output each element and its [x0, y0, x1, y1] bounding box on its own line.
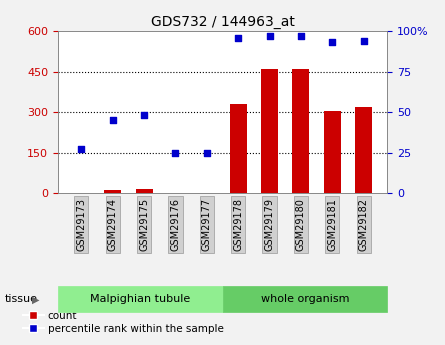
- Text: whole organism: whole organism: [261, 294, 349, 304]
- Bar: [292, 69, 309, 193]
- Point: [78, 147, 85, 152]
- Bar: [324, 111, 341, 193]
- Bar: [104, 190, 121, 193]
- Point: [203, 150, 210, 155]
- Point: [109, 117, 116, 123]
- Point: [329, 40, 336, 45]
- Bar: [355, 107, 372, 193]
- Point: [360, 38, 367, 43]
- Text: ▶: ▶: [32, 294, 40, 304]
- Bar: [230, 104, 247, 193]
- Bar: [136, 189, 153, 193]
- Point: [172, 150, 179, 155]
- Legend: count, percentile rank within the sample: count, percentile rank within the sample: [19, 307, 228, 338]
- Point: [266, 33, 273, 39]
- Point: [297, 33, 304, 39]
- Point: [141, 112, 148, 118]
- Title: GDS732 / 144963_at: GDS732 / 144963_at: [150, 14, 295, 29]
- Point: [235, 35, 242, 40]
- Text: Malpighian tubule: Malpighian tubule: [90, 294, 190, 304]
- Bar: [261, 69, 278, 193]
- Text: tissue: tissue: [4, 294, 37, 304]
